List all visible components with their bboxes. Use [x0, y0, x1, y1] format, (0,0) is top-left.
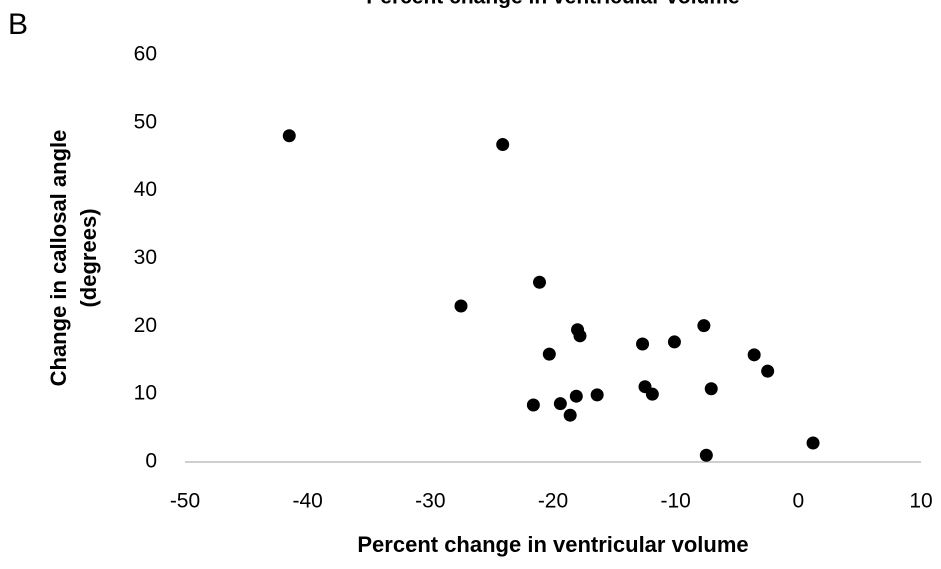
point: [526, 398, 540, 412]
point: [553, 397, 567, 411]
point: [806, 436, 820, 450]
y-tick-label: 30: [134, 246, 157, 269]
panel-label: B: [8, 8, 28, 41]
x-tick-label: -40: [292, 490, 322, 513]
y-tick-label: 60: [134, 43, 157, 66]
point: [569, 389, 583, 403]
y-tick-label: 20: [134, 314, 157, 337]
y-tick-label: 50: [134, 110, 157, 133]
point: [573, 329, 587, 343]
point: [590, 388, 604, 402]
x-axis-label: Percent change in ventricular volume: [357, 532, 748, 557]
x-tick-label: -20: [538, 490, 568, 513]
point: [542, 347, 556, 361]
point: [636, 337, 650, 351]
x-tick-label: -50: [170, 490, 200, 513]
y-tick-label: 40: [134, 178, 157, 201]
x-tick-label: -30: [415, 490, 445, 513]
point: [645, 387, 659, 401]
point: [282, 129, 296, 143]
y-tick-label: 10: [134, 382, 157, 405]
point: [747, 348, 761, 362]
point: [533, 275, 547, 289]
point: [496, 138, 510, 152]
x-tick-label: 10: [909, 490, 932, 513]
chart-title: Percent change in ventricular volume: [366, 0, 739, 9]
y-tick-label: 0: [145, 450, 157, 473]
point: [761, 364, 775, 378]
y-axis-label-line: (degrees): [76, 208, 101, 307]
point: [699, 448, 713, 462]
point: [563, 408, 577, 422]
point: [704, 382, 718, 396]
point: [667, 335, 681, 349]
y-axis-label-line: Change in callosal angle: [46, 130, 71, 387]
x-tick-label: -10: [660, 490, 690, 513]
point: [697, 319, 711, 333]
point: [454, 299, 468, 313]
y-axis-label: Change in callosal angle (degrees): [46, 130, 101, 387]
x-tick-label: 0: [792, 490, 804, 513]
